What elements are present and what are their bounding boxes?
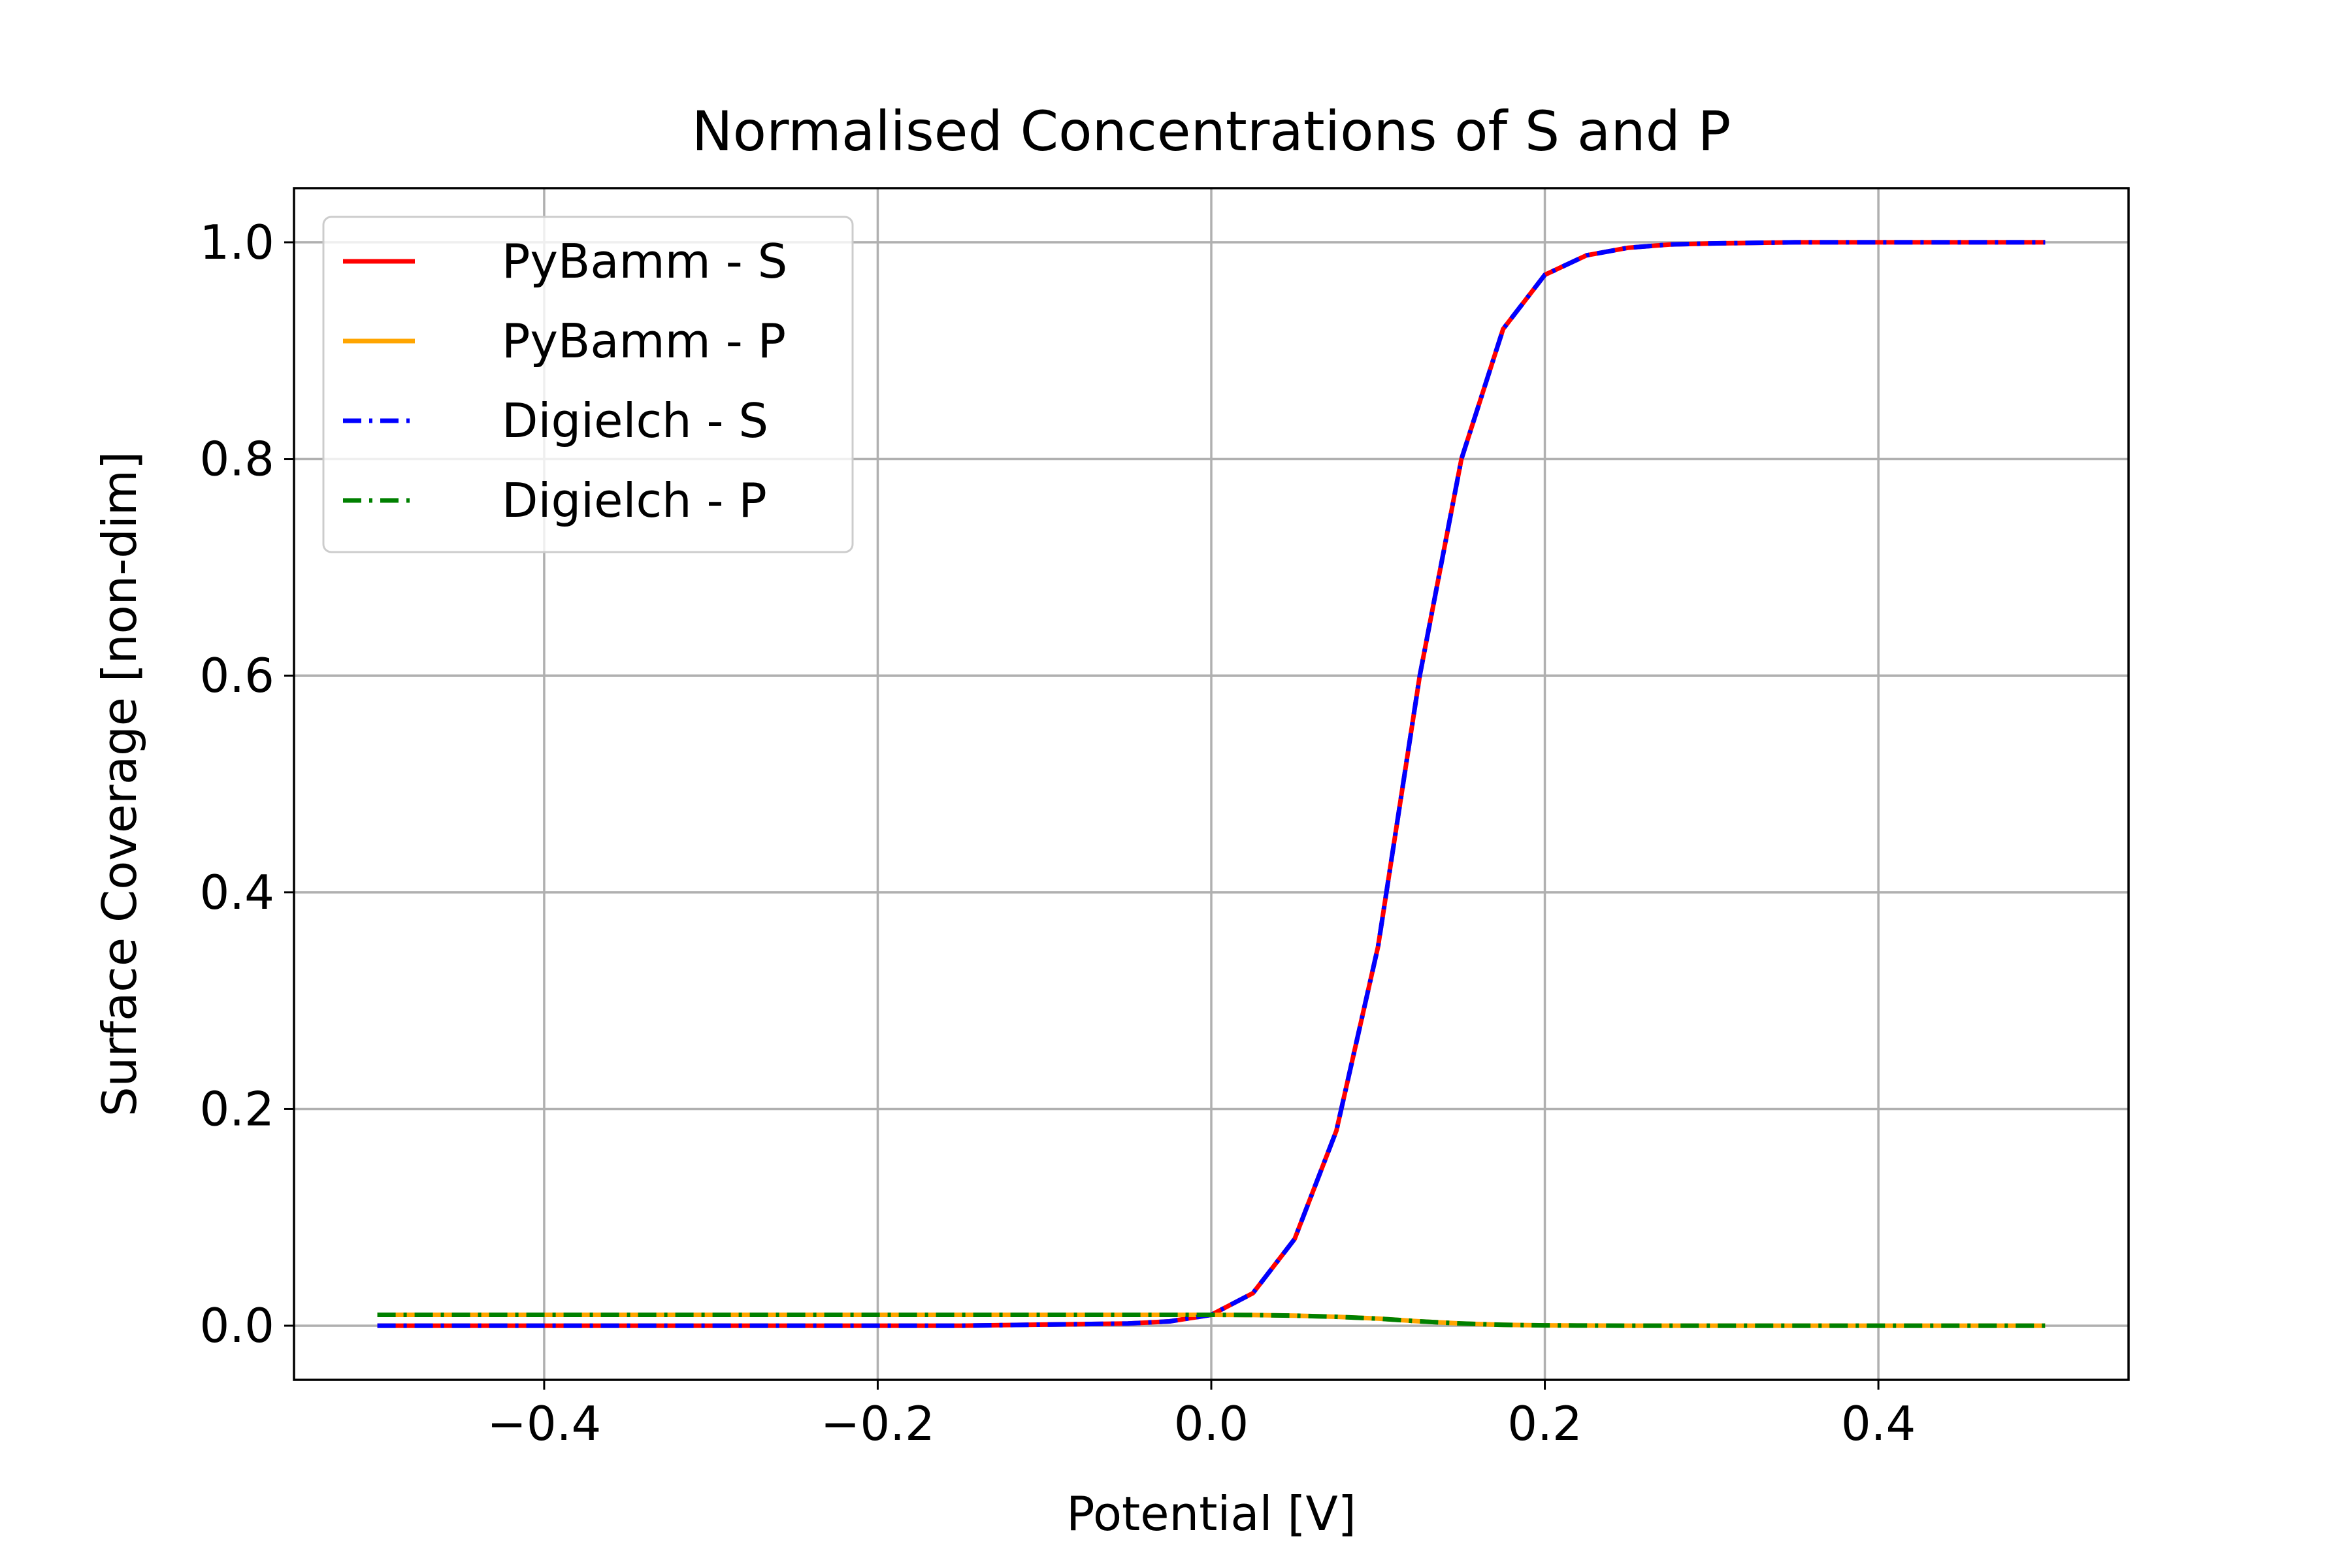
legend: PyBamm - S PyBamm - P Digielch - S Digielch… (322, 216, 854, 553)
y-tick-label: 0.6 (199, 648, 274, 703)
legend-label-1: PyBamm - S (502, 234, 787, 289)
y-tick-label: 0.4 (199, 865, 274, 920)
axis-ticks: −0.4 −0.2 0.0 0.2 0.4 0.0 0.2 0.4 0.6 0.8 1.0 (199, 215, 1916, 1451)
series-lines (377, 240, 2046, 1328)
x-tick-label: 0.0 (1174, 1396, 1249, 1451)
legend-label-2: PyBamm - P (502, 314, 786, 368)
y-tick-label: 0.0 (199, 1298, 274, 1353)
series-line-3 (377, 240, 2046, 1328)
x-tick-label: −0.2 (821, 1396, 935, 1451)
chart-title: Normalised Concentrations of S and P (692, 99, 1731, 163)
legend-label-4: Digielch - P (502, 473, 767, 528)
x-tick-label: 0.4 (1841, 1396, 1916, 1451)
y-tick-label: 0.2 (199, 1081, 274, 1136)
x-tick-label: 0.2 (1507, 1396, 1582, 1451)
y-tick-label: 1.0 (199, 215, 274, 270)
y-axis-label: Surface Coverage [non-dim] (92, 451, 147, 1117)
y-tick-label: 0.8 (199, 432, 274, 487)
legend-box (322, 216, 854, 553)
series-line-4 (377, 1313, 2046, 1328)
legend-label-3: Digielch - S (502, 393, 768, 448)
x-tick-label: −0.4 (487, 1396, 601, 1451)
x-axis-label: Potential [V] (1066, 1486, 1356, 1541)
